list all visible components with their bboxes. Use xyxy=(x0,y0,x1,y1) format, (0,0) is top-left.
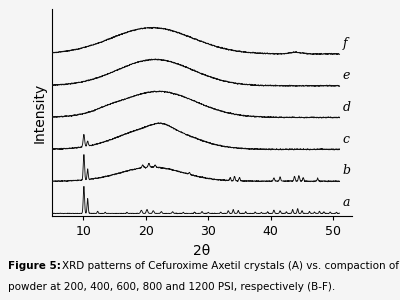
Text: XRD patterns of Cefuroxime Axetil crystals (A) vs. compaction of: XRD patterns of Cefuroxime Axetil crysta… xyxy=(62,261,399,271)
Text: e: e xyxy=(343,69,350,82)
Text: c: c xyxy=(343,133,350,146)
Text: a: a xyxy=(343,196,350,209)
Text: Figure 5:: Figure 5: xyxy=(8,261,61,271)
Text: b: b xyxy=(343,164,351,178)
Text: f: f xyxy=(343,37,347,50)
Y-axis label: Intensity: Intensity xyxy=(32,82,46,142)
X-axis label: 2θ: 2θ xyxy=(193,244,211,258)
Text: d: d xyxy=(343,101,351,114)
Text: powder at 200, 400, 600, 800 and 1200 PSI, respectively (B-F).: powder at 200, 400, 600, 800 and 1200 PS… xyxy=(8,282,335,292)
